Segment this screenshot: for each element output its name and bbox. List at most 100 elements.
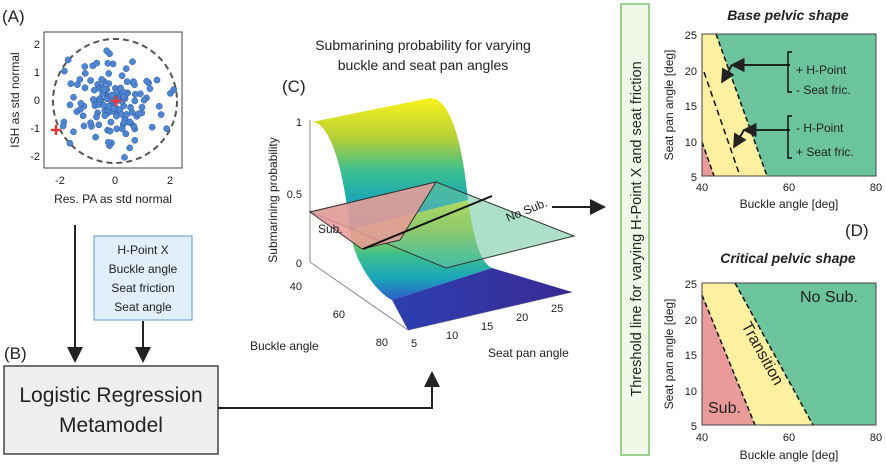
scatter-point xyxy=(81,63,89,70)
c-zlabel: Submarining probability xyxy=(266,137,280,262)
threshold-line-3d xyxy=(362,195,493,250)
c-ztick-2: 0.5 xyxy=(287,189,302,201)
scatter-point xyxy=(67,80,75,88)
panel-c: Submarining probability for varying buck… xyxy=(250,37,576,360)
inputs-box: H-Point X Buckle angle Seat friction Sea… xyxy=(93,235,193,321)
scatter-point xyxy=(81,84,89,92)
panel-c-letter: (C) xyxy=(282,77,306,96)
scatter-point xyxy=(138,103,146,111)
scatter-point xyxy=(66,139,74,147)
metamodel-box: Logistic Regression Metamodel xyxy=(3,365,219,455)
scatter-point xyxy=(153,76,161,84)
scatter-point xyxy=(123,78,131,86)
scatter-point xyxy=(131,90,139,98)
d-nosub-label: No Sub. xyxy=(800,289,858,306)
scatter-point xyxy=(81,70,89,77)
base-ann1-line2: - Seat fric. xyxy=(796,83,851,97)
d-ytick-2: 20 xyxy=(685,315,697,327)
base-ann2-line1: - H-Point xyxy=(796,121,844,135)
scatter-point xyxy=(130,78,137,85)
c-btick-2: 60 xyxy=(333,309,345,321)
base-ylabel: Seat pan angle [deg] xyxy=(662,50,676,161)
threshold-box-bg xyxy=(620,3,650,456)
c-stick-5: 25 xyxy=(551,303,563,315)
scatter-point xyxy=(146,85,154,92)
a-xtick-1: -2 xyxy=(55,175,65,187)
scatter-point xyxy=(117,84,124,92)
scatter-point xyxy=(163,125,171,133)
scatter-point xyxy=(170,86,178,93)
a-ytick-1: 2 xyxy=(34,39,40,51)
a-xtick-3: 2 xyxy=(167,175,173,187)
panel-d: (D) Critical pelvic shape Sub. Transitio… xyxy=(662,221,882,462)
scatter-point xyxy=(104,59,112,67)
base-xtick-3: 80 xyxy=(870,182,882,194)
base-threshold-base xyxy=(703,71,741,177)
scatter-point xyxy=(64,56,72,64)
scatter-point xyxy=(106,127,114,135)
base-ytick-2: 20 xyxy=(685,66,697,78)
scatter-point xyxy=(113,125,121,133)
input-item-4: Seat angle xyxy=(114,300,172,314)
scatter-point xyxy=(101,112,109,119)
c-ylabel: Seat pan angle xyxy=(488,346,569,360)
scatter-point xyxy=(118,72,126,80)
input-item-1: H-Point X xyxy=(117,243,168,257)
base-ann1-line1: + H-Point xyxy=(796,63,847,77)
c-ztick-1: 1 xyxy=(296,117,302,129)
scatter-point xyxy=(120,119,128,127)
d-axes xyxy=(701,282,877,426)
scatter-point xyxy=(87,77,94,84)
panel-d-letter: (D) xyxy=(845,221,869,240)
arrow-metamodel-to-c xyxy=(218,371,440,409)
c-ztick-3: 0 xyxy=(296,258,302,270)
c-btick-1: 40 xyxy=(290,281,302,293)
scatter-point xyxy=(140,96,148,104)
scatter-point xyxy=(95,121,103,129)
scatter-point xyxy=(105,70,113,77)
base-title: Base pelvic shape xyxy=(727,7,849,23)
base-arrow-1b xyxy=(721,64,735,84)
std-circle xyxy=(52,38,178,164)
scatter-point xyxy=(92,133,99,141)
scatter-point xyxy=(66,101,74,109)
base-xtick-1: 40 xyxy=(696,182,708,194)
scatter-point xyxy=(143,77,151,85)
base-xlabel: Buckle angle [deg] xyxy=(740,197,839,211)
d-threshold-lower xyxy=(701,294,756,426)
metamodel-line-2: Metamodel xyxy=(59,414,163,437)
c-stick-4: 20 xyxy=(516,312,528,324)
scatter-point xyxy=(100,85,108,93)
c-btick-3: 80 xyxy=(376,337,388,349)
a-ytick-4: -1 xyxy=(30,123,40,135)
panel-a-letter: (A) xyxy=(2,7,25,26)
scatter-point xyxy=(98,76,106,83)
panel-a-axes xyxy=(43,31,183,169)
d-sub-label: Sub. xyxy=(708,400,741,417)
scatter-point xyxy=(120,93,127,100)
scatter-points xyxy=(59,47,178,161)
base-ytick-1: 25 xyxy=(685,30,697,42)
base-axes xyxy=(701,33,877,177)
d-title: Critical pelvic shape xyxy=(720,250,856,266)
a-ytick-2: 1 xyxy=(34,67,40,79)
scatter-point xyxy=(93,113,100,121)
d-ytick-1: 25 xyxy=(685,279,697,291)
threshold-box: Threshold line for varying H-Point X and… xyxy=(620,3,650,456)
a-xlabel: Res. PA as std normal xyxy=(54,192,172,206)
a-ylabel: ISH as std normal xyxy=(8,52,22,147)
scatter-point xyxy=(77,100,85,107)
scatter-point xyxy=(93,59,101,67)
c-title-line-1: Submarining probability for varying xyxy=(315,37,531,53)
scatter-point xyxy=(80,122,88,130)
scatter-point xyxy=(104,138,112,146)
scatter-point xyxy=(76,76,84,83)
input-item-3: Seat friction xyxy=(111,281,174,295)
base-threshold-upper xyxy=(715,33,768,177)
c-title-line-2: buckle and seat pan angles xyxy=(338,57,508,73)
scatter-point xyxy=(107,118,115,126)
scatter-point xyxy=(90,96,97,103)
panel-a: (A) -2 0 2 2 1 0 -1 -2 Res. PA as std no… xyxy=(2,7,183,206)
scatter-point xyxy=(79,112,87,120)
